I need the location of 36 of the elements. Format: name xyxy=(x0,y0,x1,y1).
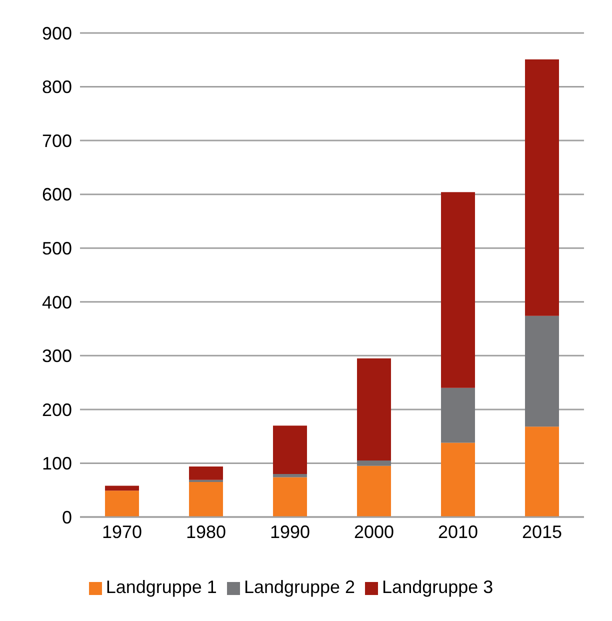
y-tick-label: 400 xyxy=(42,292,72,312)
bar xyxy=(189,466,223,480)
bar xyxy=(441,388,475,443)
x-tick-label: 1970 xyxy=(102,522,142,542)
bar xyxy=(189,480,223,482)
y-tick-label: 500 xyxy=(42,238,72,258)
y-tick-label: 0 xyxy=(62,507,72,528)
x-tick-label: 1980 xyxy=(186,522,226,542)
bar xyxy=(525,426,559,517)
legend-label: Landgruppe 2 xyxy=(244,577,356,597)
y-tick-label: 300 xyxy=(42,346,72,366)
x-tick-label: 2015 xyxy=(522,522,562,542)
y-tick-label: 100 xyxy=(42,454,72,474)
bar xyxy=(105,486,139,491)
bar xyxy=(525,59,559,316)
bar xyxy=(189,482,223,517)
x-tick-label: 2010 xyxy=(438,522,478,542)
y-tick-label: 600 xyxy=(42,184,72,205)
x-tick-label: 1990 xyxy=(270,522,310,542)
bar xyxy=(273,477,307,517)
y-tick-label: 700 xyxy=(42,130,72,151)
bar xyxy=(525,316,559,427)
x-tick-label: 2000 xyxy=(354,522,394,542)
bar xyxy=(357,358,391,461)
bar xyxy=(273,474,307,478)
bar xyxy=(441,442,475,517)
bar xyxy=(441,192,475,388)
bar xyxy=(357,460,391,466)
y-tick-label: 800 xyxy=(42,77,72,98)
bar xyxy=(357,466,391,517)
legend-label: Landgruppe 3 xyxy=(382,577,494,597)
y-tick-label: 200 xyxy=(42,400,72,420)
y-tick-label: 900 xyxy=(42,23,72,44)
legend-label: Landgruppe 1 xyxy=(106,577,217,597)
bar xyxy=(105,490,139,517)
bar xyxy=(273,426,307,474)
